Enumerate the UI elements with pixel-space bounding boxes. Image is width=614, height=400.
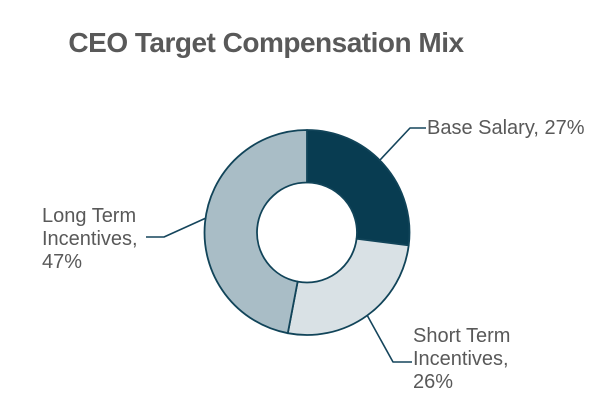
donut-slice-long-term-incentives [203, 129, 308, 335]
donut-slice-short-term-incentives [286, 237, 410, 336]
data-label-line: 26% [413, 371, 454, 393]
leader-line-base-salary [379, 127, 426, 161]
data-label-line: Short Term [413, 325, 511, 347]
donut-slice-base-salary [306, 129, 411, 247]
data-label-short-term-incentives: Short Term Incentives, 26% [413, 325, 510, 394]
data-label-base-salary: Base Salary, 27% [427, 117, 585, 140]
data-label-line: Long Term [42, 205, 137, 227]
data-label-line: Incentives, [42, 228, 138, 250]
leader-line-short-term-incentives [366, 314, 412, 363]
chart-title: CEO Target Compensation Mix [68, 27, 464, 58]
data-label-long-term-incentives: Long Term Incentives, 47% [42, 205, 138, 274]
donut-slices [203, 129, 411, 336]
data-label-line: 47% [42, 251, 83, 273]
leader-line-long-term-incentives [146, 217, 207, 238]
data-label-line: Incentives, [413, 348, 509, 370]
data-label-line: Base Salary, 27% [427, 117, 585, 139]
